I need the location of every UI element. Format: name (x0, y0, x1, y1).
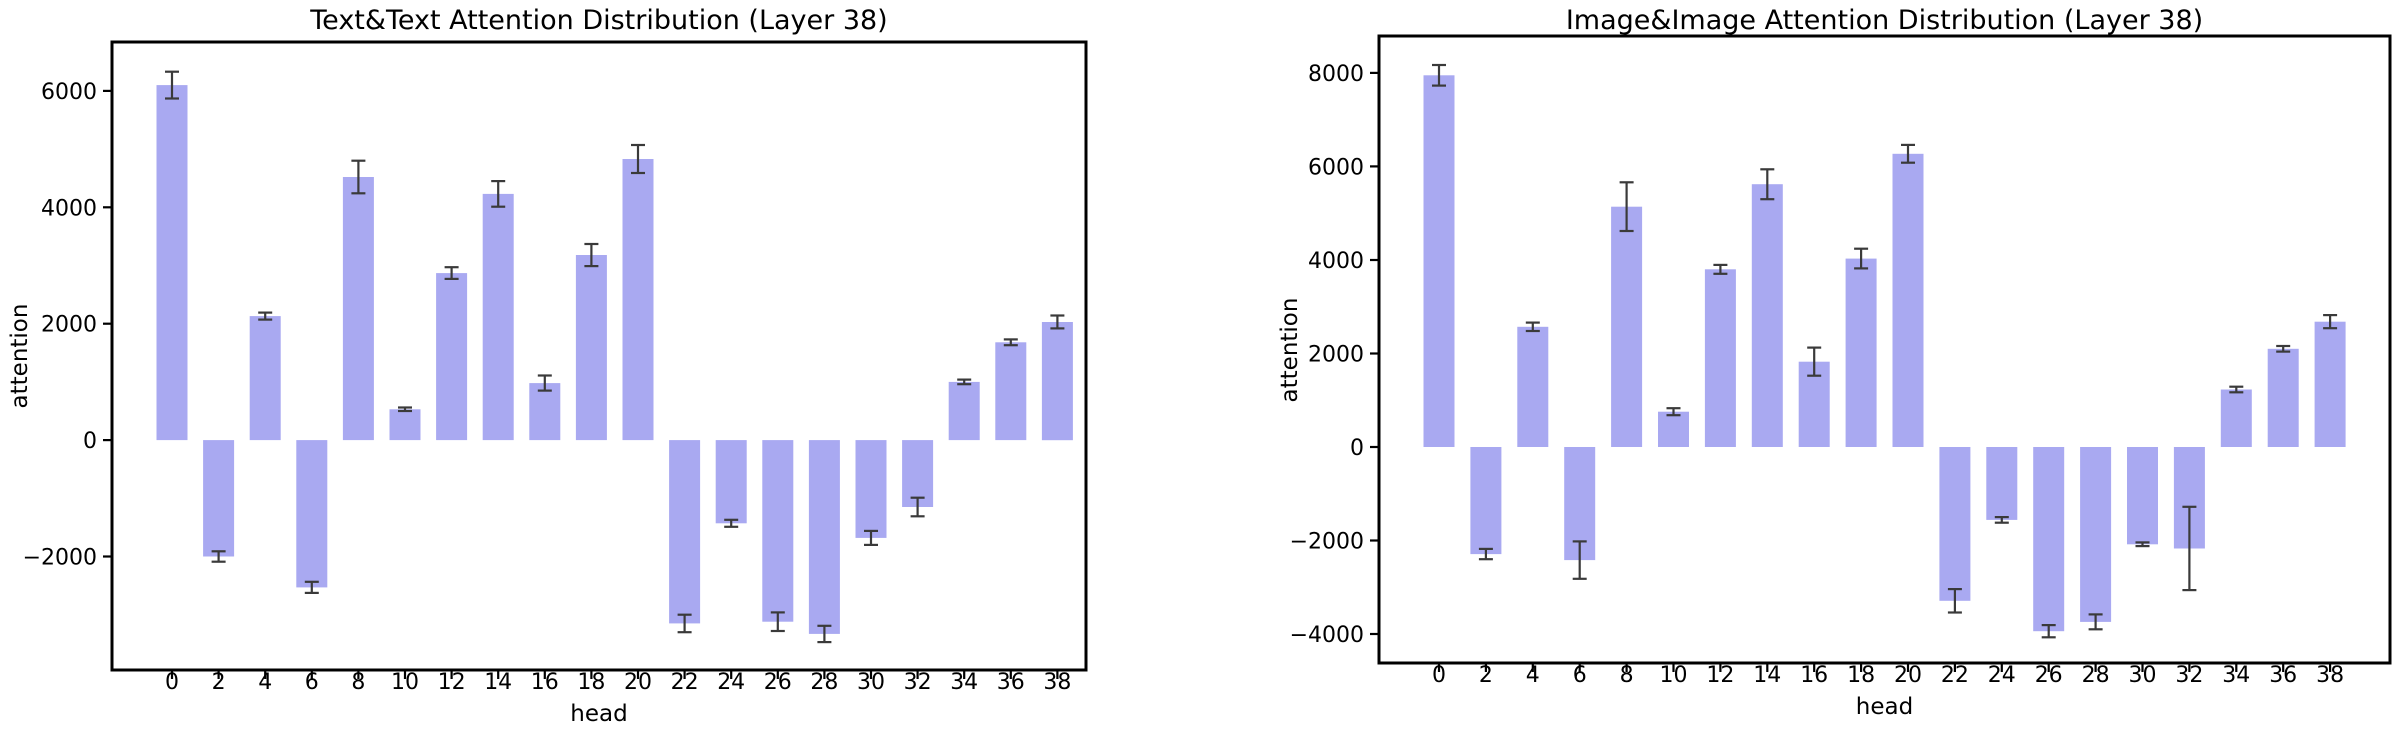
x-tick-label-right: 20 (1894, 663, 1922, 688)
x-tick-label-left: 8 (351, 670, 365, 695)
x-tick-label-right: 32 (2175, 663, 2203, 688)
bar-head-4-left (249, 316, 281, 441)
x-tick-label-right: 6 (1573, 663, 1587, 688)
x-tick-label-right: 24 (1988, 663, 2016, 688)
bar-head-14-left (482, 193, 514, 441)
bar-head-14-right (1751, 184, 1783, 447)
x-tick-label-left: 16 (531, 670, 559, 695)
bar-head-10-left (389, 409, 421, 441)
y-tick-label-right: 6000 (1308, 155, 1364, 180)
x-tick-label-left: 0 (165, 670, 179, 695)
x-tick-label-left: 6 (305, 670, 319, 695)
plot-border-left (110, 40, 1088, 672)
x-tick-label-left: 22 (671, 670, 699, 695)
x-tick-label-left: 30 (857, 670, 885, 695)
x-tick-label-left: 10 (391, 670, 419, 695)
y-axis-label-right-chart: attention (1277, 297, 1303, 403)
y-tick-label-right: 4000 (1308, 249, 1364, 274)
y-tick-label-left: 6000 (41, 80, 97, 105)
y-tick-label-left: 2000 (41, 313, 97, 338)
chart-title-image-image-attention: Image&Image Attention Distribution (Laye… (1565, 5, 2204, 36)
bar-head-10-right (1658, 411, 1689, 447)
bar-head-24-right (1986, 447, 2018, 520)
bar-head-12-right (1704, 269, 1736, 447)
x-tick-label-right: 34 (2222, 663, 2250, 688)
bar-head-26-left (762, 440, 794, 622)
bar-head-34-left (948, 381, 980, 441)
y-axis-label-left-chart: attention (7, 303, 33, 409)
bar-head-30-left (855, 440, 887, 538)
bar-head-22-right (1939, 447, 1971, 601)
bar-head-16-left (529, 383, 561, 441)
bar-head-4-right (1517, 326, 1549, 447)
y-tick-label-right: 2000 (1308, 343, 1364, 368)
x-tick-label-right: 36 (2269, 663, 2297, 688)
x-tick-label-right: 26 (2035, 663, 2063, 688)
bar-head-38-right (2314, 321, 2346, 447)
bar-head-0-left (156, 85, 188, 441)
x-tick-label-right: 10 (1660, 663, 1688, 688)
bar-head-36-left (995, 342, 1027, 441)
x-tick-label-left: 36 (997, 670, 1025, 695)
bar-head-12-left (436, 273, 468, 441)
bar-head-20-left (622, 159, 654, 441)
y-tick-label-right: −4000 (1290, 623, 1364, 648)
bar-head-30-right (2127, 447, 2158, 545)
y-tick-label-right: 8000 (1308, 62, 1364, 87)
bar-head-2-right (1470, 447, 1502, 555)
x-axis-label-left-chart: head (570, 701, 628, 727)
plot-border-right (1377, 34, 2392, 665)
x-tick-label-left: 4 (258, 670, 272, 695)
x-tick-label-left: 28 (810, 670, 838, 695)
x-tick-label-right: 4 (1526, 663, 1540, 688)
x-tick-label-right: 0 (1432, 663, 1446, 688)
bar-head-20-right (1892, 153, 1924, 448)
x-tick-label-right: 22 (1941, 663, 1969, 688)
bar-head-24-left (715, 440, 747, 524)
x-tick-label-left: 20 (624, 670, 652, 695)
bar-head-22-left (669, 440, 701, 624)
x-tick-label-right: 38 (2316, 663, 2344, 688)
x-tick-label-left: 2 (212, 670, 226, 695)
bar-head-6-left (296, 440, 328, 588)
bar-head-36-right (2267, 348, 2299, 447)
bar-head-2-left (203, 440, 235, 557)
bar-head-28-left (808, 440, 840, 634)
bar-head-28-right (2080, 447, 2112, 622)
y-tick-label-left: 0 (83, 429, 97, 454)
bar-head-38-left (1041, 322, 1073, 441)
x-tick-label-left: 18 (577, 670, 605, 695)
y-tick-label-left: 4000 (41, 196, 97, 221)
y-tick-label-left: −2000 (23, 546, 97, 571)
x-tick-label-right: 12 (1706, 663, 1734, 688)
x-tick-label-left: 24 (717, 670, 745, 695)
bar-head-8-right (1611, 206, 1643, 447)
x-tick-label-left: 34 (950, 670, 978, 695)
y-tick-label-right: −2000 (1290, 530, 1364, 555)
x-tick-label-left: 38 (1043, 670, 1071, 695)
x-tick-label-left: 26 (764, 670, 792, 695)
x-tick-label-left: 12 (438, 670, 466, 695)
y-tick-label-right: 0 (1350, 436, 1364, 461)
x-tick-label-right: 30 (2129, 663, 2157, 688)
bar-head-32-left (902, 440, 934, 507)
chart-title-text-text-attention: Text&Text Attention Distribution (Layer … (310, 5, 888, 36)
x-tick-label-right: 28 (2082, 663, 2110, 688)
x-tick-label-right: 8 (1620, 663, 1634, 688)
x-tick-label-right: 14 (1753, 663, 1781, 688)
x-tick-label-right: 16 (1800, 663, 1828, 688)
bar-head-18-left (575, 255, 607, 441)
bar-head-34-right (2220, 389, 2252, 447)
bar-head-18-right (1845, 258, 1877, 447)
bar-head-0-right (1423, 75, 1455, 448)
x-tick-label-left: 14 (484, 670, 512, 695)
x-axis-label-right-chart: head (1855, 694, 1914, 720)
x-tick-label-right: 18 (1847, 663, 1875, 688)
x-tick-label-left: 32 (904, 670, 932, 695)
x-tick-label-right: 2 (1479, 663, 1493, 688)
bar-head-26-right (2033, 447, 2065, 632)
bar-head-8-left (342, 177, 374, 441)
